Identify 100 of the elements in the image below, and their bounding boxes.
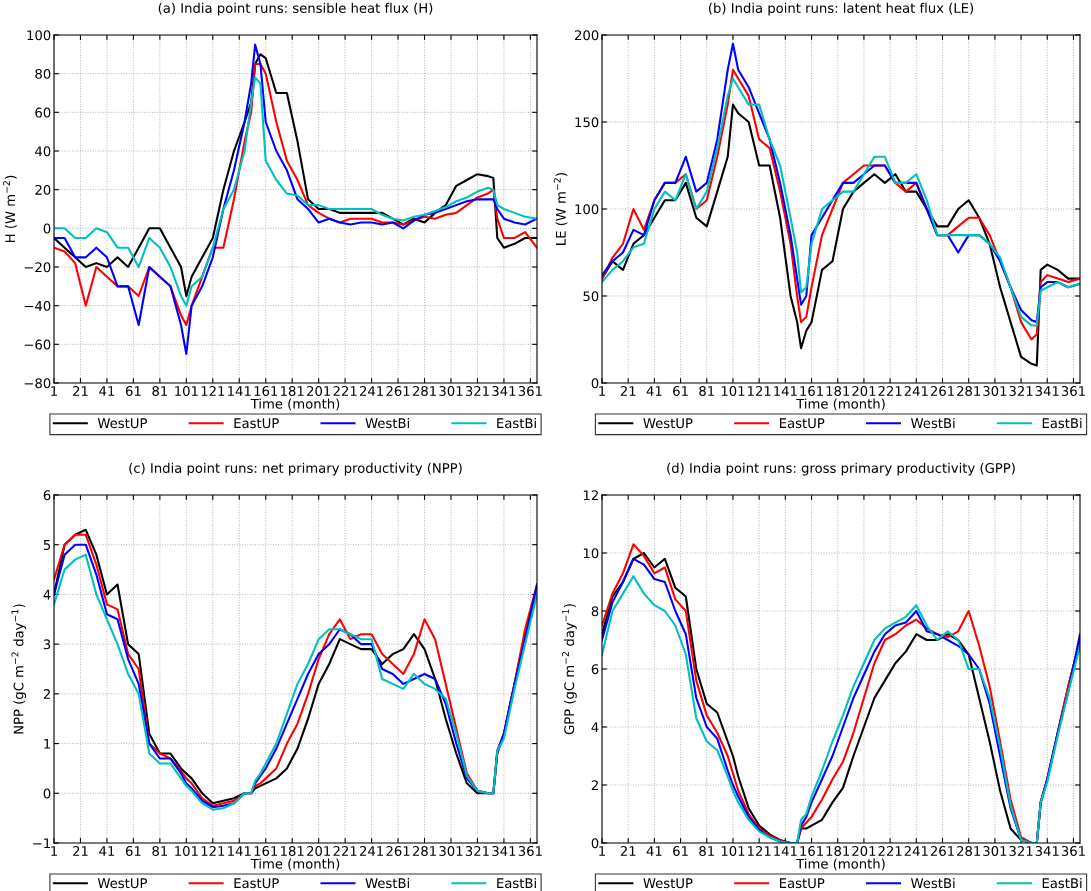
x-tick-label: 221 [878, 846, 902, 856]
legend-label: WestUP [643, 418, 693, 429]
x-tick-label: 161 [254, 846, 278, 856]
legend-label: WestBi [910, 877, 955, 889]
x-tick-label: 241 [359, 386, 383, 396]
x-tick-label: 241 [904, 846, 928, 856]
x-tick-label: 181 [281, 386, 304, 396]
x-tick-label: 181 [826, 386, 850, 396]
x-tick-label: 201 [307, 846, 331, 856]
legend-label: EastBi [1042, 877, 1082, 889]
x-tick-label: 361 [1061, 386, 1085, 396]
x-tick-label: 281 [412, 386, 436, 396]
x-tick-label: 141 [774, 846, 797, 856]
y-axis-title: GPP (gC m$^{−2}$ day$^{−1}$) [562, 604, 577, 735]
y-tick-label: 6 [591, 664, 599, 675]
y-tick-label: −60 [24, 339, 51, 350]
x-tick-label: 221 [333, 386, 357, 396]
legend-label: WestBi [365, 417, 409, 429]
x-tick-label: 41 [99, 846, 115, 856]
y-axis-title: LE (W m$^{−2}$) [553, 172, 568, 245]
chart-title: (a) India point runs: sensible heat flux (H) [158, 2, 433, 16]
x-tick-label: 21 [73, 846, 88, 856]
x-tick-label: 41 [646, 386, 662, 396]
x-tick-label: 21 [73, 386, 88, 396]
x-tick-label: 361 [518, 846, 542, 856]
x-tick-label: 121 [748, 386, 771, 396]
y-tick-label: 2 [43, 689, 50, 699]
x-tick-label: 101 [721, 386, 745, 396]
legend-label: EastUP [780, 878, 825, 889]
x-tick-label: 261 [386, 846, 410, 856]
x-tick-label: 321 [1009, 386, 1033, 396]
y-tick-label: 0 [591, 838, 599, 849]
y-tick-label: 80 [35, 68, 51, 79]
x-axis-title: Time (month) [250, 398, 340, 411]
x-axis-title: Time (month) [250, 858, 340, 871]
legend-label: EastUP [234, 878, 279, 889]
x-tick-label: 261 [930, 846, 954, 856]
x-tick-label: 61 [125, 386, 141, 396]
x-tick-label: 121 [748, 846, 771, 856]
y-tick-label: 12 [583, 490, 598, 501]
x-tick-label: 241 [359, 846, 383, 856]
legend-label: WestUP [643, 878, 693, 889]
line-series [602, 103, 1080, 367]
y-tick-label: −80 [24, 378, 51, 389]
x-tick-label: 181 [281, 846, 304, 856]
y-tick-label: 100 [27, 30, 51, 41]
x-axis-title: Time (month) [796, 858, 885, 871]
x-tick-label: 341 [1035, 846, 1059, 856]
x-tick-label: 121 [201, 386, 225, 396]
y-tick-label: 20 [35, 184, 51, 195]
x-tick-label: 301 [439, 846, 463, 856]
y-tick-label: 6 [43, 490, 51, 501]
x-tick-label: 101 [175, 386, 198, 396]
x-tick-label: 41 [646, 846, 662, 856]
x-tick-label: 361 [1061, 846, 1085, 856]
x-tick-label: 341 [492, 386, 516, 396]
x-tick-label: 261 [386, 386, 410, 396]
y-tick-label: 2 [591, 780, 598, 791]
y-tick-label: 100 [575, 204, 599, 215]
y-tick-label: 10 [583, 548, 599, 559]
y-tick-label: 3 [43, 639, 51, 650]
x-tick-label: 321 [465, 386, 489, 396]
line-series [54, 43, 537, 356]
legend-label: EastBi [497, 417, 536, 429]
x-tick-label: 101 [175, 846, 198, 856]
y-tick-label: −40 [24, 300, 51, 311]
x-tick-label: 301 [983, 386, 1007, 396]
y-axis-title: H (W m$^{−2}$) [3, 175, 17, 243]
x-tick-label: 281 [957, 846, 981, 856]
x-tick-label: 21 [620, 846, 636, 856]
x-tick-label: 81 [152, 846, 168, 856]
x-tick-label: 201 [852, 386, 876, 396]
y-tick-label: 1 [44, 738, 50, 749]
x-tick-label: 81 [152, 386, 168, 396]
x-tick-label: 161 [254, 386, 278, 396]
x-tick-label: 81 [699, 386, 714, 396]
y-tick-label: −20 [24, 262, 51, 273]
legend-label: WestUP [97, 878, 147, 889]
chart-title: (d) India point runs: gross primary productivity (GPP) [667, 462, 1015, 476]
x-axis-title: Time (month) [796, 398, 885, 411]
x-tick-label: 101 [721, 846, 745, 856]
y-tick-label: −1 [33, 838, 50, 849]
y-tick-label: 0 [43, 223, 51, 234]
x-tick-label: 261 [930, 386, 954, 396]
legend-label: EastUP [234, 418, 279, 429]
x-tick-label: 61 [673, 386, 688, 396]
legend-label: EastBi [1042, 417, 1082, 429]
x-tick-label: 161 [800, 846, 823, 856]
y-tick-label: 200 [575, 30, 599, 41]
x-tick-label: 61 [125, 846, 141, 856]
y-tick-label: 60 [35, 107, 51, 118]
legend-label: WestBi [365, 877, 409, 889]
x-tick-label: 301 [983, 846, 1007, 856]
x-tick-label: 141 [774, 386, 797, 396]
x-tick-label: 141 [228, 386, 251, 396]
x-tick-label: 181 [826, 846, 850, 856]
y-tick-label: 50 [583, 291, 599, 302]
x-tick-label: 281 [412, 846, 436, 856]
x-tick-label: 341 [1035, 386, 1059, 396]
x-tick-label: 201 [307, 386, 331, 396]
